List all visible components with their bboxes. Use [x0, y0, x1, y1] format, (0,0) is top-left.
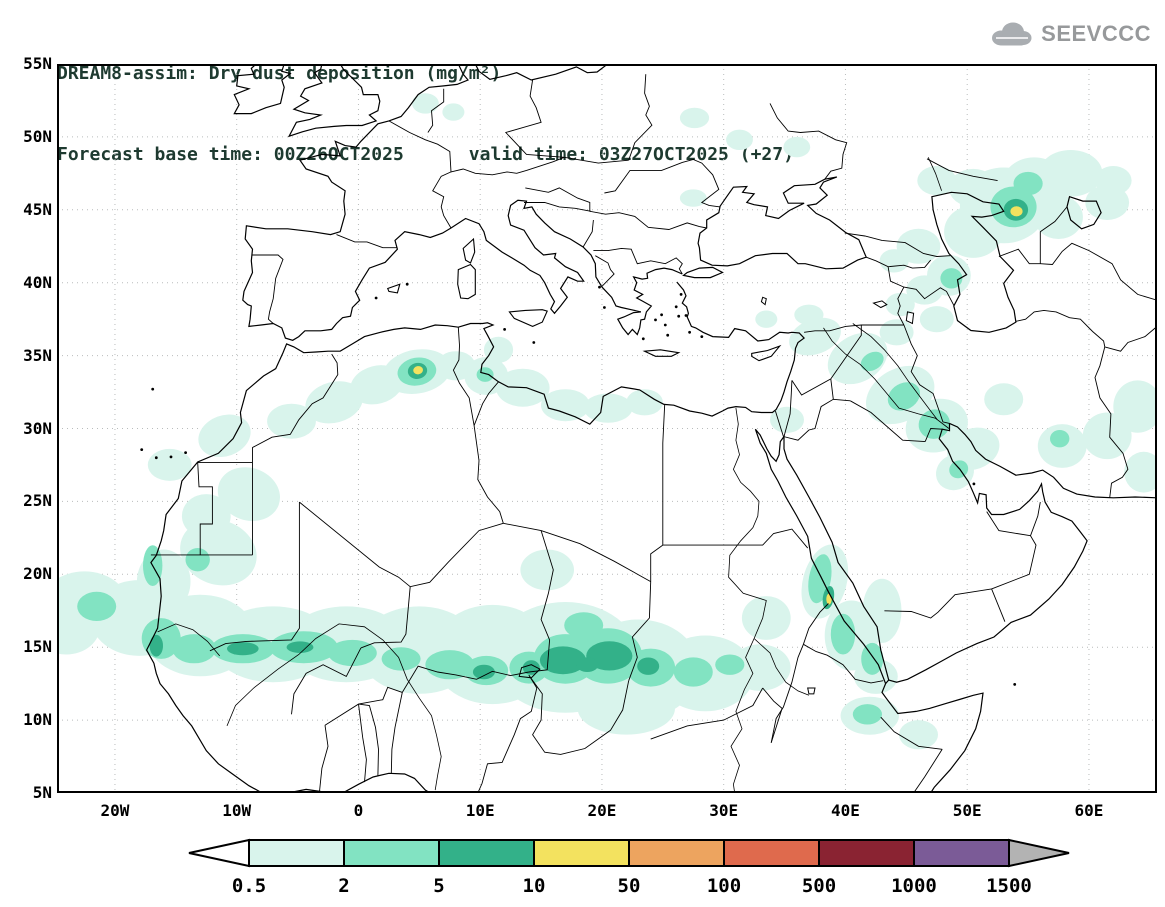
lon-tick-label: 10W	[222, 801, 252, 820]
cloud-logo-icon	[992, 22, 1032, 46]
legend-color-box	[628, 839, 725, 867]
lon-tick-label: 20W	[100, 801, 130, 820]
title-block: DREAM8-assim: Dry dust deposition (mg/m²…	[57, 6, 794, 222]
logo-text: SEEVCCC	[1041, 21, 1151, 46]
lat-tick-label: 10N	[23, 710, 52, 730]
legend-value-label: 500	[802, 875, 836, 897]
map-frame	[57, 64, 1157, 793]
seevccc-logo: SEEVCCC	[988, 20, 1151, 48]
lon-tick-label: 50E	[952, 801, 982, 820]
legend-right-arrow	[1008, 838, 1070, 868]
dust-deposition-layer	[57, 93, 1157, 750]
lat-tick-label: 15N	[23, 637, 52, 657]
lon-tick-label: 0	[353, 801, 364, 820]
legend-value-label: 50	[618, 875, 641, 897]
lat-tick-label: 25N	[23, 491, 52, 511]
legend-canvas: 0.5 2 5 10 50 100 500 1000 1500	[188, 838, 1070, 897]
legend-value-label: 1500	[986, 875, 1032, 897]
legend-color-box	[343, 839, 440, 867]
legend-value-label: 10	[523, 875, 546, 897]
map-title: DREAM8-assim: Dry dust deposition (mg/m²…	[57, 63, 502, 84]
map-layers	[57, 64, 1157, 793]
lat-tick-label: 35N	[23, 345, 52, 365]
lat-tick-label: 45N	[23, 199, 52, 219]
lon-tick-label: 20E	[587, 801, 617, 820]
lon-tick-label: 10E	[465, 801, 495, 820]
legend-value-label: 5	[433, 875, 444, 897]
legend-color-box	[913, 839, 1010, 867]
lon-tick-label: 30E	[709, 801, 739, 820]
legend-color-box	[248, 839, 345, 867]
lat-tick-label: 5N	[32, 783, 52, 802]
forecast-map	[57, 64, 1157, 793]
legend-color-box	[723, 839, 820, 867]
lat-tick-label: 20N	[23, 564, 52, 584]
lon-tick-label: 60E	[1074, 801, 1104, 820]
legend-color-box	[818, 839, 915, 867]
map-subtitle: Forecast base time: 00Z26OCT2025 valid t…	[57, 144, 794, 165]
lon-tick-label: 40E	[830, 801, 860, 820]
geography-layer	[140, 64, 1157, 793]
legend-value-label: 0.5	[232, 875, 266, 897]
legend-color-box	[438, 839, 535, 867]
lat-tick-label: 40N	[23, 272, 52, 292]
lat-tick-label: 50N	[23, 126, 52, 146]
legend-left-arrow	[188, 838, 250, 868]
legend-value-label: 1000	[891, 875, 937, 897]
lat-tick-label: 55N	[23, 54, 52, 73]
color-legend: 0.5 2 5 10 50 100 500 1000 1500	[187, 838, 1071, 904]
lat-tick-label: 30N	[23, 418, 52, 438]
legend-color-box	[533, 839, 630, 867]
legend-value-label: 100	[707, 875, 741, 897]
legend-value-label: 2	[338, 875, 349, 897]
map-canvas	[57, 64, 1157, 793]
